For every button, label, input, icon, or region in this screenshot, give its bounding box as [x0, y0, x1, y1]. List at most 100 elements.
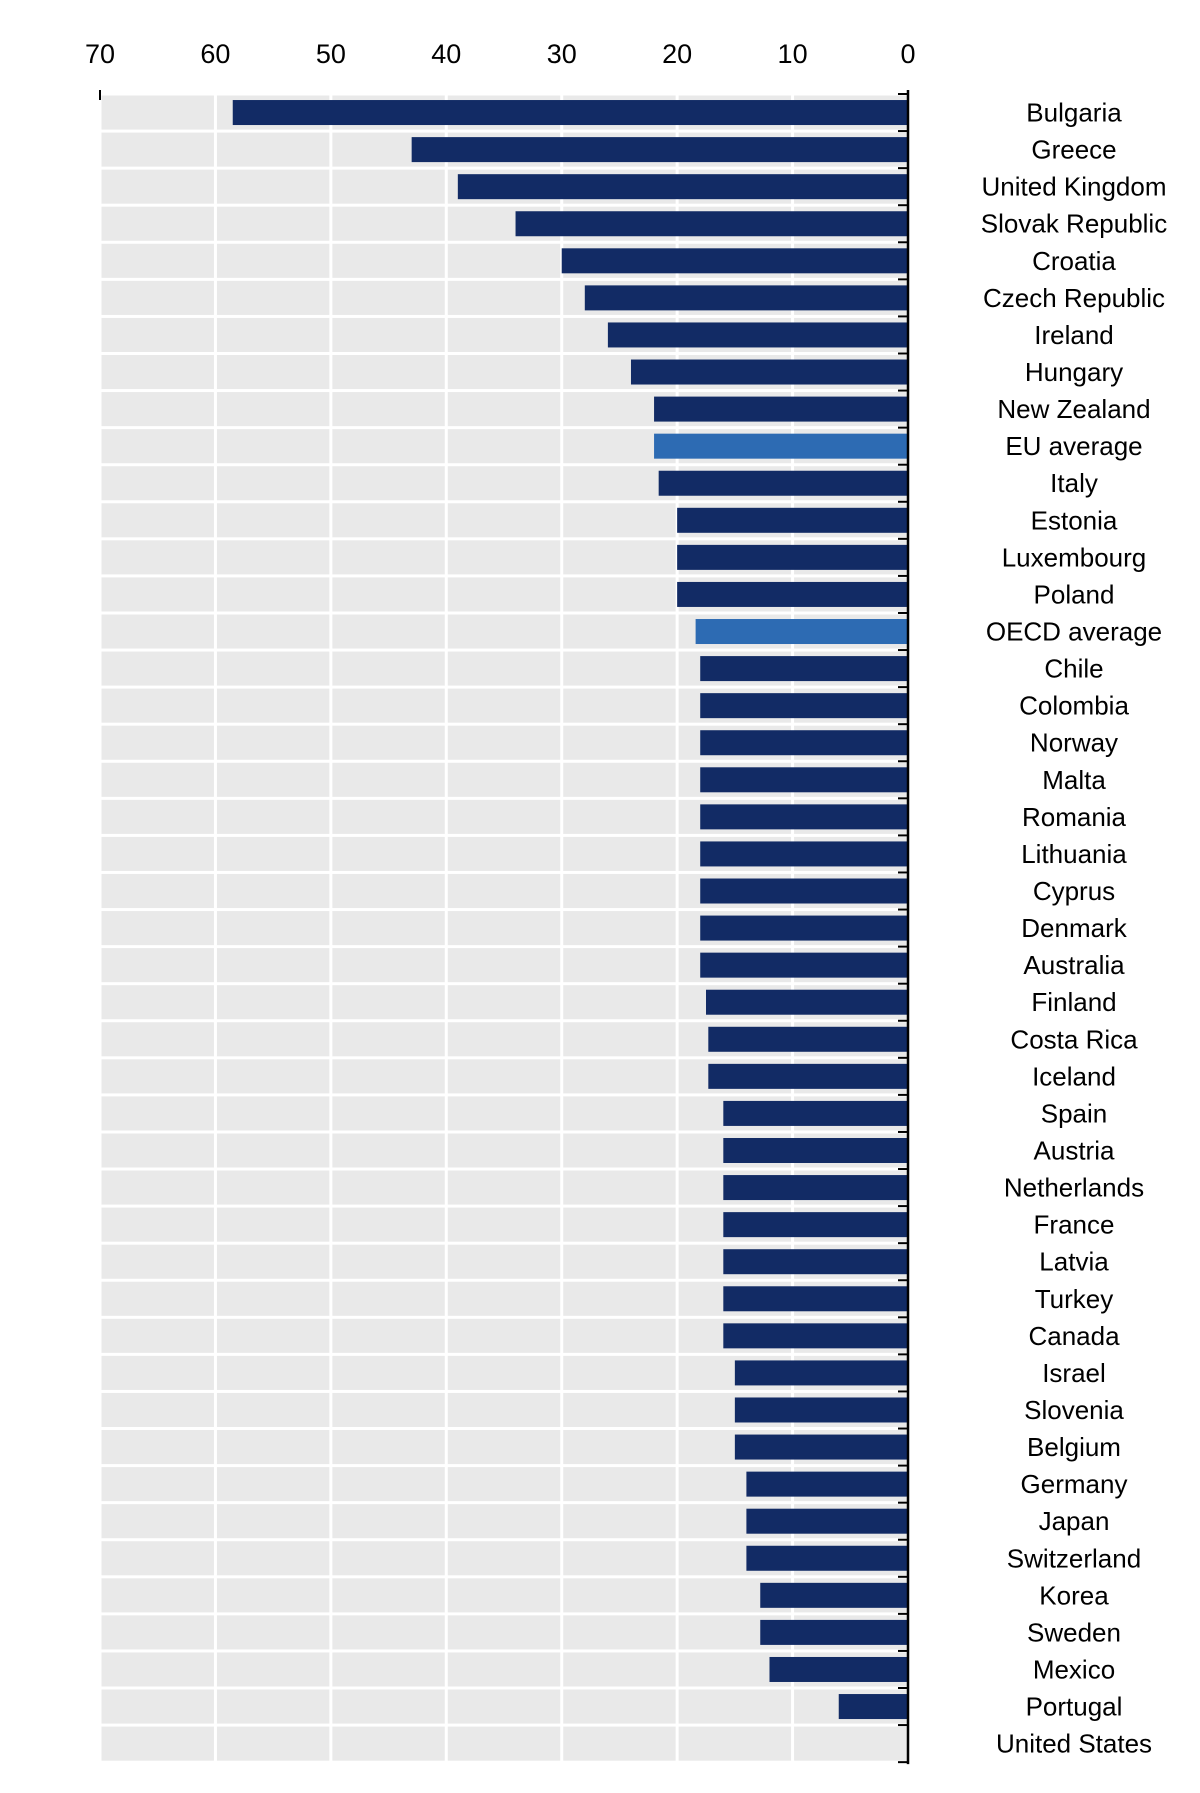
- bar-lithuania: [700, 841, 908, 867]
- category-label: Chile: [1044, 654, 1103, 684]
- category-label: Australia: [1023, 950, 1125, 980]
- bar-new-zealand: [654, 396, 908, 422]
- bar-sweden: [760, 1619, 908, 1645]
- category-label: New Zealand: [997, 394, 1150, 424]
- category-label: Iceland: [1032, 1061, 1116, 1091]
- category-label: Cyprus: [1033, 876, 1115, 906]
- category-label: France: [1034, 1210, 1115, 1240]
- category-label: Portugal: [1026, 1692, 1123, 1722]
- category-label: Netherlands: [1004, 1173, 1144, 1203]
- category-label: Lithuania: [1021, 839, 1127, 869]
- category-label: Sweden: [1027, 1617, 1121, 1647]
- bar-germany: [746, 1471, 908, 1497]
- category-label: OECD average: [986, 617, 1162, 647]
- bar-netherlands: [723, 1175, 908, 1201]
- bar-croatia: [561, 248, 908, 274]
- x-tick-label: 50: [316, 39, 346, 69]
- category-label: Korea: [1039, 1580, 1109, 1610]
- bar-latvia: [723, 1249, 908, 1275]
- category-label: Israel: [1042, 1358, 1106, 1388]
- category-label: United Kingdom: [982, 172, 1167, 202]
- x-tick-labels: 70 60 50 40 30 20 10 0: [85, 39, 916, 69]
- category-label: Turkey: [1035, 1284, 1114, 1314]
- bar-czech-republic: [584, 285, 908, 311]
- category-label: Poland: [1034, 579, 1115, 609]
- bar-mexico: [769, 1656, 908, 1682]
- category-label: Bulgaria: [1026, 98, 1122, 128]
- x-tick-label: 30: [547, 39, 577, 69]
- x-tick-label: 10: [778, 39, 808, 69]
- bar-cyprus: [700, 878, 908, 904]
- row-band: [100, 1689, 908, 1724]
- bar-italy: [658, 470, 908, 496]
- category-label: Austria: [1034, 1135, 1115, 1165]
- bar-costa-rica: [708, 1026, 908, 1052]
- category-label: Luxembourg: [1002, 542, 1147, 572]
- x-tick-label: 20: [662, 39, 692, 69]
- bar-oecd-average: [695, 619, 908, 645]
- category-label: Ireland: [1034, 320, 1114, 350]
- x-tick-label: 70: [85, 39, 115, 69]
- category-label: Greece: [1031, 135, 1116, 165]
- bar-chile: [700, 656, 908, 682]
- bar-greece: [411, 137, 908, 163]
- category-label: Latvia: [1039, 1247, 1109, 1277]
- bar-belgium: [734, 1434, 908, 1460]
- bar-colombia: [700, 693, 908, 719]
- category-label: Malta: [1042, 765, 1106, 795]
- bar-portugal: [838, 1694, 908, 1720]
- category-label: Norway: [1030, 728, 1118, 758]
- category-label: Slovak Republic: [981, 209, 1167, 239]
- bar-japan: [746, 1508, 908, 1534]
- bar-luxembourg: [677, 544, 908, 570]
- bar-finland: [706, 989, 908, 1015]
- x-tick-label: 40: [431, 39, 461, 69]
- category-label: Italy: [1050, 468, 1098, 498]
- category-label: Slovenia: [1024, 1395, 1124, 1425]
- category-label: Estonia: [1031, 505, 1118, 535]
- category-label: Colombia: [1019, 691, 1129, 721]
- category-label: EU average: [1005, 431, 1142, 461]
- bar-slovak-republic: [515, 211, 908, 237]
- category-label: Mexico: [1033, 1654, 1115, 1684]
- bar-spain: [723, 1100, 908, 1126]
- bar-denmark: [700, 915, 908, 941]
- bar-iceland: [708, 1063, 908, 1089]
- bar-slovenia: [734, 1397, 908, 1423]
- bar-bulgaria: [232, 100, 908, 126]
- bar-poland: [677, 581, 908, 607]
- bar-korea: [760, 1582, 908, 1608]
- category-label: Finland: [1031, 987, 1116, 1017]
- bar-romania: [700, 804, 908, 830]
- category-label: Canada: [1028, 1321, 1120, 1351]
- category-label: Costa Rica: [1010, 1024, 1138, 1054]
- bar-australia: [700, 952, 908, 978]
- x-tick-label: 60: [200, 39, 230, 69]
- bar-turkey: [723, 1286, 908, 1312]
- bar-ireland: [607, 322, 908, 348]
- category-label: Denmark: [1021, 913, 1127, 943]
- category-label: Spain: [1041, 1098, 1108, 1128]
- category-label: Hungary: [1025, 357, 1123, 387]
- bar-estonia: [677, 507, 908, 533]
- bars: [232, 100, 908, 1720]
- category-label: Germany: [1021, 1469, 1128, 1499]
- bar-eu-average: [654, 433, 908, 459]
- category-label: United States: [996, 1729, 1152, 1759]
- row-band: [100, 1726, 908, 1761]
- bar-norway: [700, 730, 908, 756]
- category-label: Switzerland: [1007, 1543, 1141, 1573]
- category-label: Czech Republic: [983, 283, 1165, 313]
- bar-switzerland: [746, 1545, 908, 1571]
- category-label: Belgium: [1027, 1432, 1121, 1462]
- bar-malta: [700, 767, 908, 793]
- bar-canada: [723, 1323, 908, 1349]
- value-axis: [99, 90, 910, 1765]
- bar-france: [723, 1212, 908, 1238]
- bar-united-kingdom: [457, 174, 908, 200]
- category-labels: Bulgaria Greece United Kingdom Slovak Repub…: [981, 98, 1167, 1759]
- bar-hungary: [630, 359, 908, 385]
- bar-austria: [723, 1137, 908, 1163]
- x-tick-label: 0: [900, 39, 915, 69]
